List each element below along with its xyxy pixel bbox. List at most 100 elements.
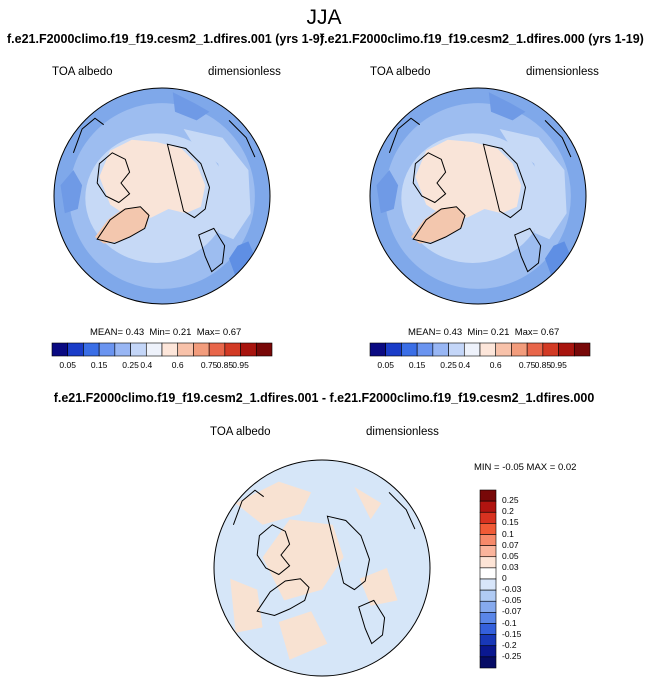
panel3-colorbar-box [479, 589, 497, 602]
panel3-colorbar-tick-label: -0.25 [502, 650, 522, 661]
panel3-border [213, 459, 431, 677]
panel2-min-label: Min= [467, 327, 489, 338]
panel3-colorbar-tick-label: -0.03 [502, 584, 522, 595]
panel3-coastSib [326, 515, 371, 591]
panel1-dark-patch-w [60, 170, 83, 214]
panel2-colorbar-tick-label: 0.75 [518, 360, 536, 370]
panel3-positive-patch [230, 578, 263, 633]
panel3-colorbar-box [479, 534, 497, 546]
panel3-coastGL [256, 578, 310, 617]
panel3-variable-label: TOA albedo [210, 426, 271, 438]
panel1-min-label: Min= [149, 327, 171, 338]
panel3-colorbar-tick-label: -0.2 [502, 639, 517, 650]
panel3-positive-patch [235, 481, 312, 525]
panel3-colorbar-box [479, 645, 497, 658]
panel1-coastAsia [228, 120, 256, 158]
panel3-positive-patch [359, 568, 398, 606]
panel2-colorbar-tick-label: 0.6 [489, 360, 502, 370]
panel2-colorbar-tick-label: 0.15 [408, 360, 426, 370]
panel3-coastAK [232, 489, 264, 525]
panel2-max-value: 0.67 [540, 327, 560, 338]
panel2-variable-label: TOA albedo [370, 66, 431, 78]
panel3-units-label: dimensionless [366, 426, 439, 438]
panel3-max-label: MAX = [526, 462, 556, 473]
panel1-variable-label: TOA albedo [52, 66, 113, 78]
panel3-colorbar-box [479, 623, 497, 635]
panel1-coastNA [96, 152, 131, 204]
panel2-colorbar-tick-label: 0.85 [534, 360, 552, 370]
panel3-max-value: 0.02 [557, 462, 577, 473]
panel3-positive-patch [262, 519, 344, 601]
panel2-coastSib [482, 143, 527, 219]
panel3-colorbar-box [479, 567, 497, 580]
panel3-colorbar-tick-label: 0.03 [502, 561, 519, 572]
panel1-colorbar-tick-label: 0.4 [140, 360, 153, 370]
season-title: JJA [306, 6, 342, 29]
panel3-colorbar-tick-label: 0.25 [502, 495, 519, 506]
panel2-light-region [499, 129, 567, 240]
panel2-dark-patch-w [376, 170, 399, 214]
panel3-colorbar-box [479, 612, 497, 624]
panel1-dark-patch-n [172, 92, 210, 121]
panel3-title: f.e21.F2000climo.f19_f19.cesm2_1.dfires.… [53, 391, 595, 405]
panel1-max-value: 0.67 [222, 327, 242, 338]
panel2-coastAK [388, 117, 420, 153]
panel3-colorbar-box [479, 511, 497, 524]
panel3-colorbar-box [479, 634, 497, 647]
panel1-arctic-high-albedo [99, 139, 206, 218]
panel2-coastNA [412, 152, 447, 204]
panel3-field [214, 460, 430, 676]
panel2-max-label: Max= [514, 327, 539, 338]
panel2-stats: MEAN= 0.43 Min= 0.21 Max= 0.67 [408, 327, 559, 338]
panel3-colorbar-tick-label: 0.05 [502, 550, 519, 561]
panel3-positive-patch [354, 487, 382, 520]
panel3-colorbar-box [479, 545, 497, 558]
panel2-colorbar-tick-label: 0.95 [550, 360, 567, 370]
panel2-coastAsia [544, 120, 572, 158]
panel2-coastGL [412, 206, 466, 245]
panel2-field [370, 88, 586, 304]
panel1-coastGL [96, 206, 150, 245]
panel2-border [369, 87, 587, 305]
panel2-greenland [411, 206, 465, 244]
panel1-border [53, 87, 271, 305]
panel1-colorbar-tick-label: 0.05 [59, 360, 76, 370]
panel3-colorbar-box [479, 578, 497, 591]
panel3-colorbar-box [479, 600, 497, 613]
panel3-colorbar-box [479, 556, 497, 569]
panel3-colorbar-tick-label: 0 [502, 573, 507, 583]
panel1-field [54, 88, 270, 304]
panel1-colorbar-tick-label: 0.6 [171, 360, 184, 370]
panel2-mean-label: MEAN= [408, 327, 441, 338]
panel3-colorbar-tick-label: 0.15 [502, 517, 519, 528]
panel1-stats: MEAN= 0.43 Min= 0.21 Max= 0.67 [90, 327, 241, 338]
panel2-min-value: 0.21 [490, 327, 510, 338]
panel1-max-label: Max= [196, 327, 221, 338]
panel1-coastEU [198, 227, 226, 273]
panel3-colorbar-tick-label: -0.1 [502, 617, 517, 628]
panel1-colorbar-tick-label: 0.95 [232, 360, 249, 370]
panel1-colorbar-tick-label: 0.25 [122, 360, 139, 370]
panel1-mean-value: 0.43 [125, 327, 145, 338]
panel3-coastAsia [388, 492, 416, 530]
panel2-arctic-high-albedo [415, 139, 522, 218]
panel2-colorbar-box [573, 342, 591, 357]
panel3-colorbar-tick-label: -0.07 [502, 606, 522, 617]
panel2-mean-value: 0.43 [443, 327, 463, 338]
panel2-coastlines [388, 117, 572, 273]
panel3-coastlines [232, 489, 416, 645]
panel3-colorbar-box [479, 489, 497, 502]
panel3-colorbar-tick-label: 0.2 [502, 506, 514, 517]
panel1-coastSib [166, 143, 211, 219]
panel3-colorbar-tick-label: 0.1 [502, 528, 514, 539]
panel3-coastEU [358, 599, 386, 645]
panel2-colorbar-tick-label: 0.25 [440, 360, 457, 370]
panel2-dark-patch-n [488, 92, 526, 121]
panel2-colorbar-tick-label: 0.4 [458, 360, 471, 370]
panel1-coastAK [72, 117, 104, 153]
